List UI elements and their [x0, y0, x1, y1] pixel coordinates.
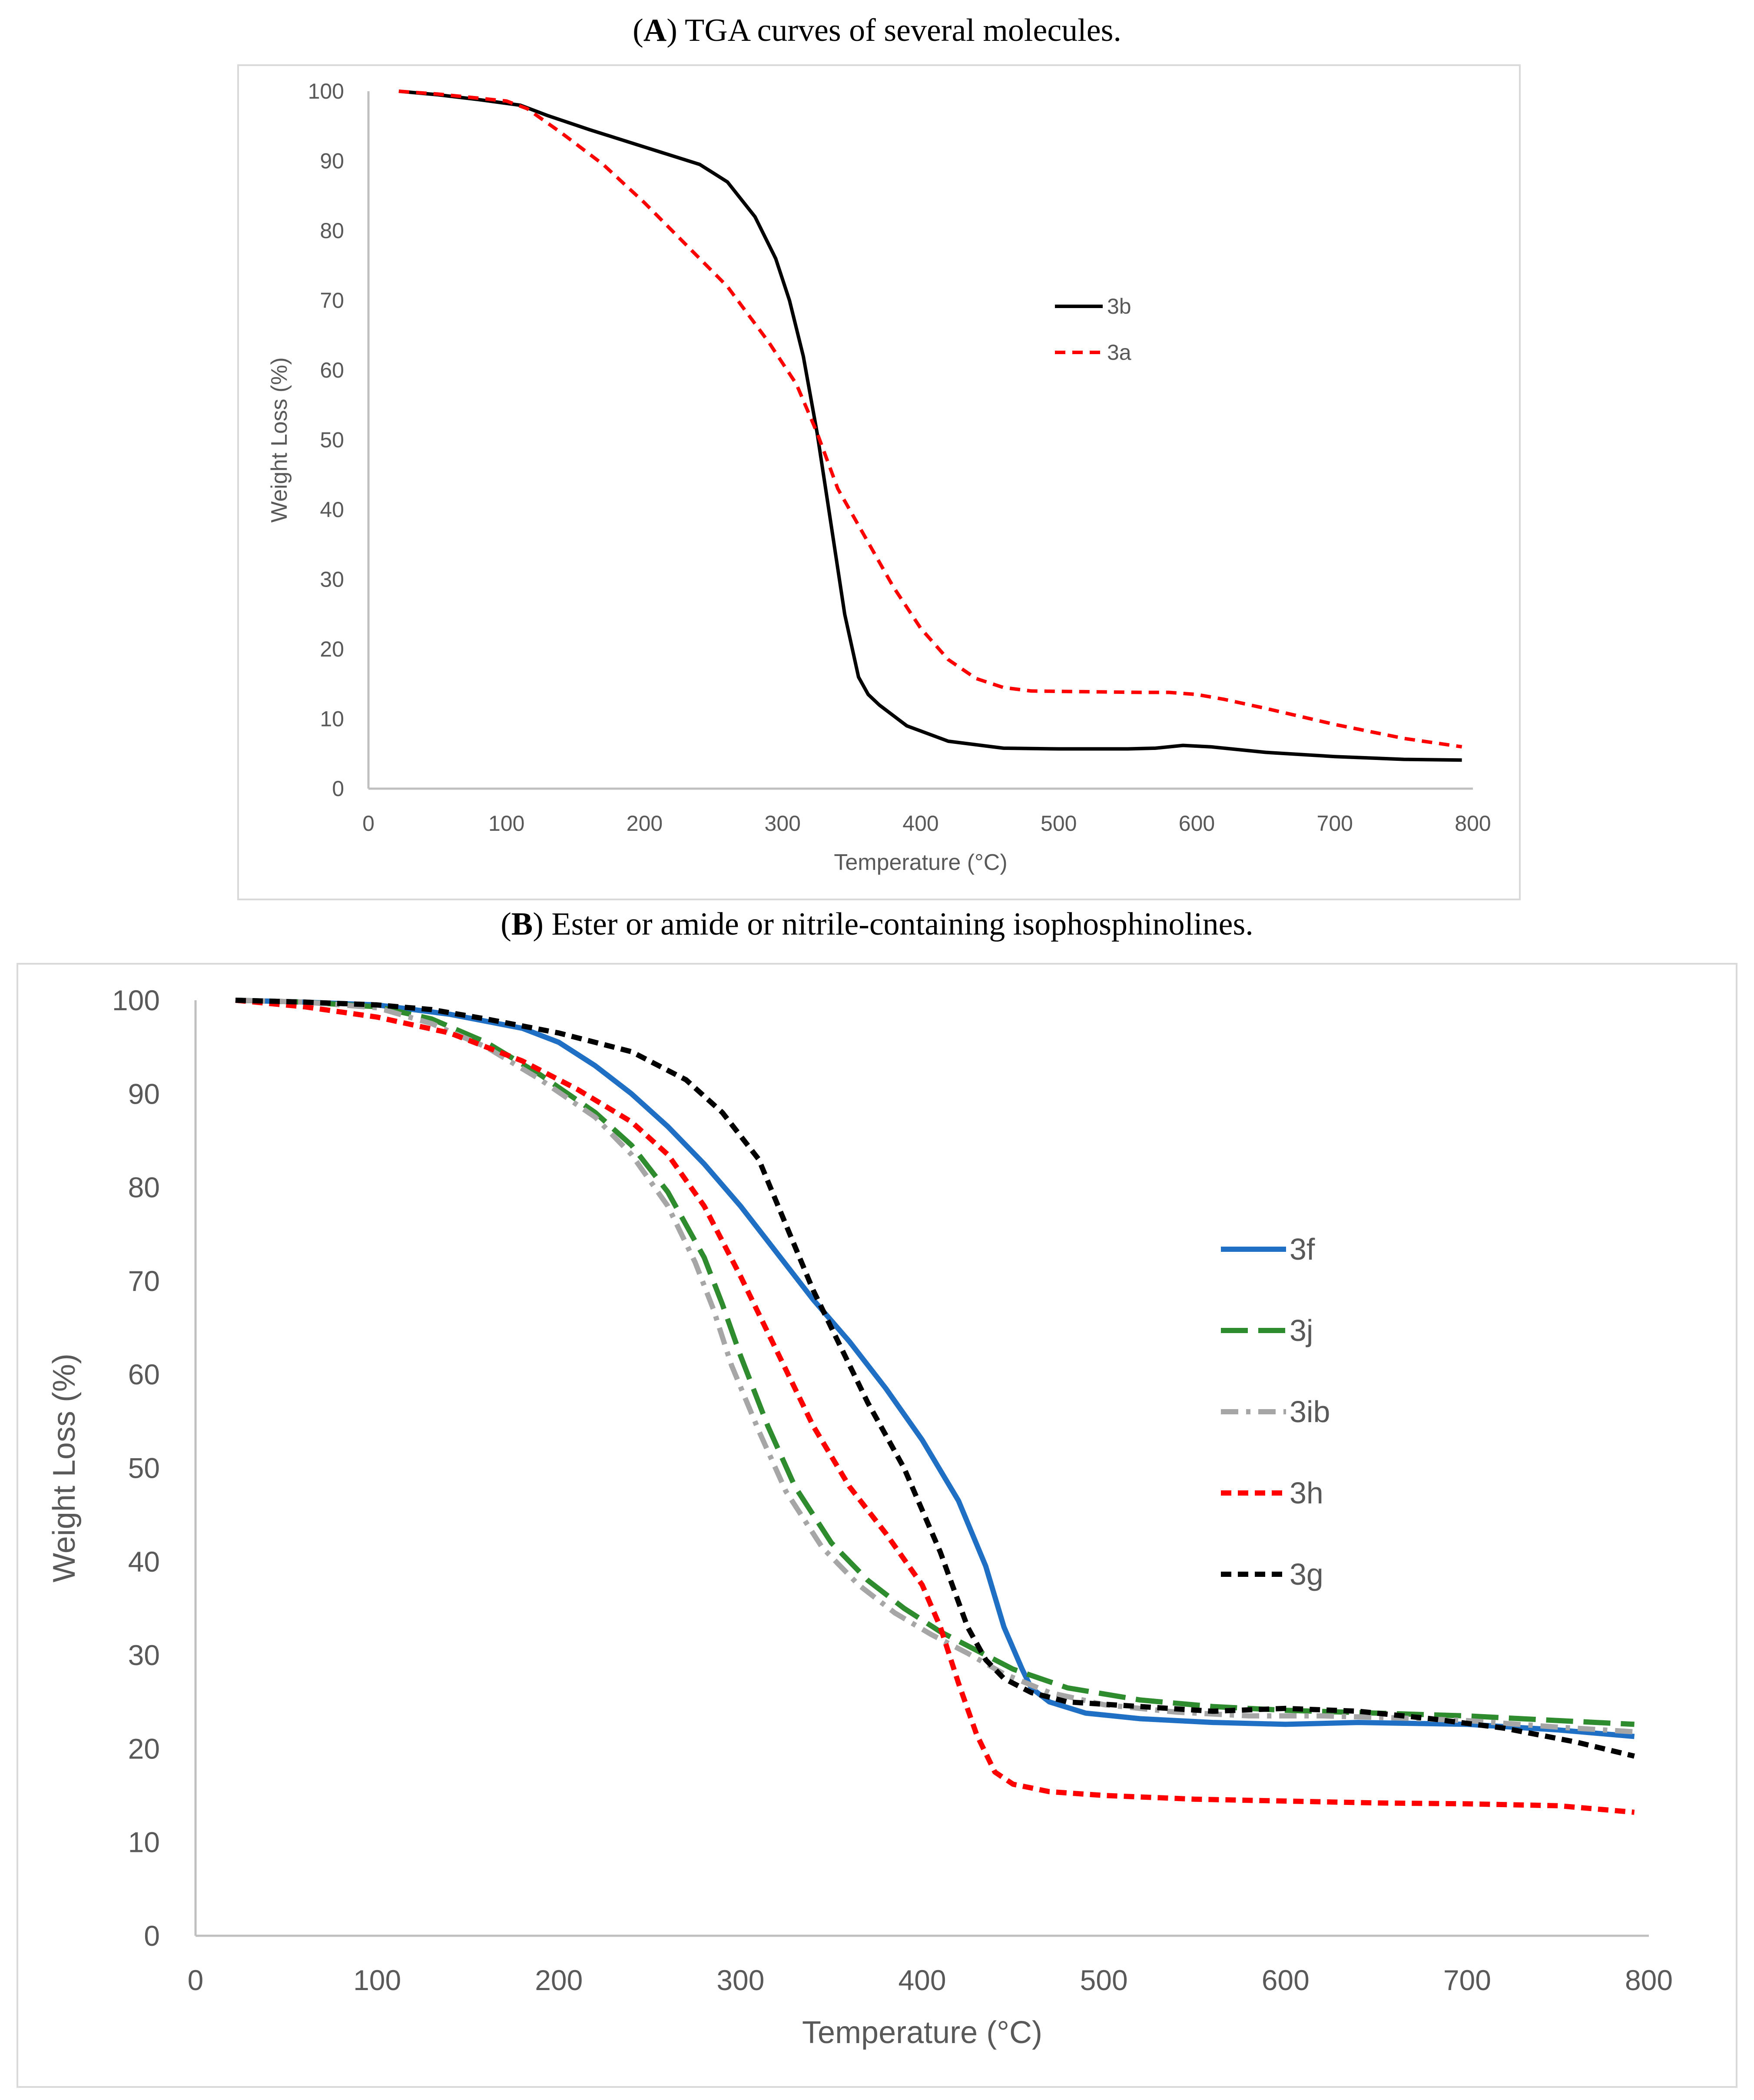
panel-b-legend-3f-label: 3f — [1290, 1232, 1315, 1266]
panel-a-y-tick-label: 50 — [320, 428, 344, 452]
panel-b-y-tick-label: 70 — [128, 1265, 160, 1297]
panel-b-legend-3ib-label: 3ib — [1290, 1395, 1330, 1429]
panel-a-y-axis-label: Weight Loss (%) — [267, 357, 292, 523]
panel-a-x-tick-label: 200 — [627, 811, 663, 836]
panel-a-x-tick-label: 500 — [1041, 811, 1077, 836]
panel-a-y-tick-label: 40 — [320, 498, 344, 522]
panel-a-x-tick-label: 800 — [1455, 811, 1491, 836]
panel-b-y-tick-label: 30 — [128, 1639, 160, 1671]
panel-b-frame — [17, 963, 1737, 2088]
panel-b-y-tick-label: 100 — [112, 984, 160, 1016]
panel-a-caption: (A) TGA curves of several molecules. — [633, 13, 1121, 48]
panel-b-letter: B — [511, 906, 533, 942]
panel-a-y-tick-label: 20 — [320, 637, 344, 661]
panel-b-caption: (B) Ester or amide or nitrile-containing… — [501, 906, 1253, 942]
panel-a-chart: 0 100 200 300 400 500 600 700 800 0 10 20 30 40 50 60 70… — [237, 64, 1521, 900]
panel-a-series-3a-line — [398, 90, 1462, 749]
panel-b-y-tick-label: 10 — [128, 1826, 160, 1858]
panel-a-y-tick-label: 90 — [320, 149, 344, 173]
panel-a-x-tick-label: 0 — [362, 811, 375, 836]
panel-b-y-tick-label: 90 — [128, 1078, 160, 1110]
panel-b-series-3h-line — [235, 998, 1635, 1815]
panel-b-y-tick-label: 20 — [128, 1732, 160, 1765]
panel-a-y-tick-label: 100 — [308, 79, 344, 103]
panel-a-legend-3b-label: 3b — [1107, 294, 1131, 318]
panel-b-legend-3h-label: 3h — [1290, 1476, 1323, 1510]
panel-a-x-tick-label: 600 — [1179, 811, 1215, 836]
panel-b-x-tick-label: 600 — [1262, 1964, 1310, 1996]
panel-b-y-tick-label: 50 — [128, 1452, 160, 1484]
panel-b-x-tick-label: 0 — [188, 1964, 204, 1996]
panel-a-legend-3a-label: 3a — [1107, 340, 1131, 365]
panel-b-x-tick-label: 400 — [898, 1964, 946, 1996]
panel-a-y-tick-label: 70 — [320, 289, 344, 313]
panel-a-x-axis-label: Temperature (°C) — [834, 850, 1007, 875]
panel-b-x-tick-label: 300 — [716, 1964, 764, 1996]
panel-b-y-axis-label: Weight Loss (%) — [47, 1354, 82, 1582]
panel-b-series-3g-line — [235, 998, 1635, 1759]
panel-b-y-tick-label: 40 — [128, 1546, 160, 1578]
panel-a-y-tick-label: 30 — [320, 567, 344, 592]
panel-b-x-tick-label: 700 — [1443, 1964, 1491, 1996]
panel-b-x-axis-label: Temperature (°C) — [802, 2015, 1042, 2050]
panel-a-frame — [237, 64, 1521, 900]
panel-b-y-tick-label: 0 — [144, 1920, 160, 1952]
panel-a-y-tick-label: 10 — [320, 707, 344, 731]
panel-b-chart: 0 100 200 300 400 500 600 700 800 0 10 20 30 40 50 60 70… — [17, 963, 1737, 2088]
panel-a-x-tick-label: 100 — [488, 811, 524, 836]
panel-b-title: Ester or amide or nitrile-containing iso… — [551, 906, 1253, 942]
panel-a-y-tick-label: 60 — [320, 358, 344, 382]
panel-b-series-3f-line — [235, 998, 1635, 1739]
panel-a-x-tick-label: 400 — [902, 811, 938, 836]
panel-b-x-tick-label: 500 — [1080, 1964, 1128, 1996]
panel-b-legend-3g-label: 3g — [1290, 1557, 1323, 1591]
panel-b-series-3ib-line — [235, 998, 1635, 1735]
panel-b-x-tick-label: 800 — [1625, 1964, 1673, 1996]
panel-a-x-tick-label: 700 — [1317, 811, 1353, 836]
panel-a-title: TGA curves of several molecules. — [685, 13, 1121, 48]
panel-a-x-tick-label: 300 — [765, 811, 801, 836]
panel-a-y-tick-label: 0 — [332, 776, 344, 801]
panel-a-letter: A — [643, 13, 667, 48]
panel-b-y-tick-label: 80 — [128, 1171, 160, 1204]
panel-a-series-3b-line — [398, 90, 1462, 762]
panel-b-x-tick-label: 200 — [535, 1964, 583, 1996]
panel-b-legend-3j-label: 3j — [1290, 1314, 1313, 1347]
panel-a-y-tick-label: 80 — [320, 219, 344, 243]
panel-b-y-tick-label: 60 — [128, 1358, 160, 1390]
panel-b-x-tick-label: 100 — [353, 1964, 401, 1996]
